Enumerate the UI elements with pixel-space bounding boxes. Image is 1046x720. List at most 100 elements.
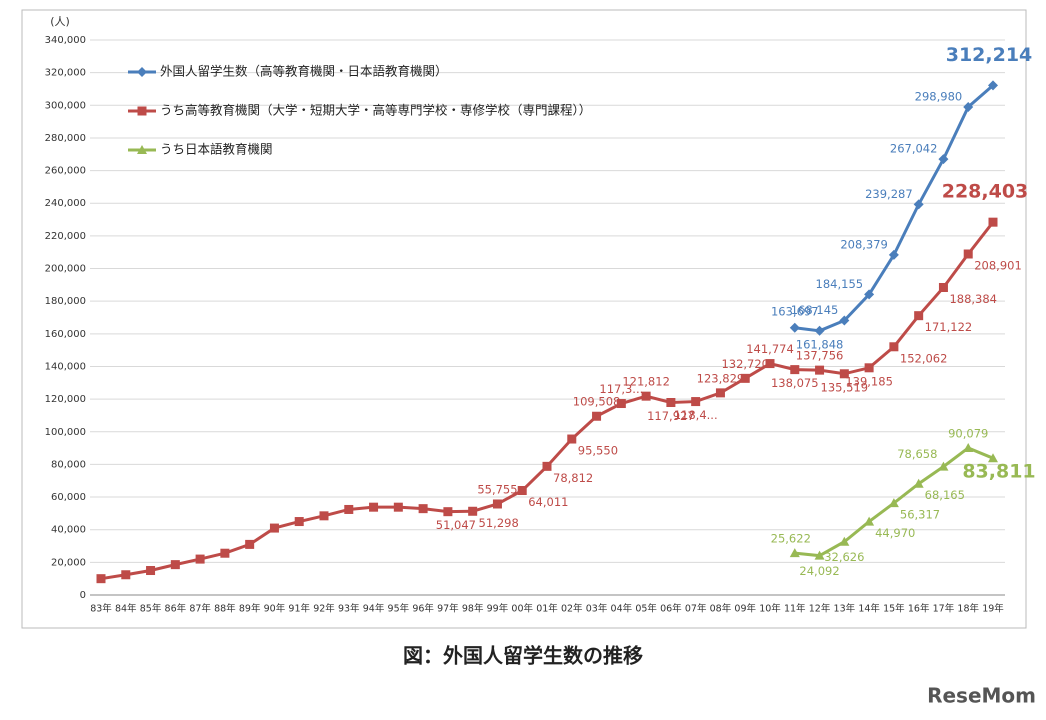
value-label: 90,079 [948,426,988,440]
x-tick-label: 83年 [90,603,112,615]
x-tick-label: 10年 [759,603,781,615]
x-tick-label: 18年 [957,603,979,615]
x-tick-label: 86年 [165,603,187,615]
marker [468,506,478,516]
value-label: 55,755 [477,482,517,496]
y-tick-label: 80,000 [51,459,86,470]
marker [592,411,602,421]
marker [220,548,230,558]
marker [542,461,552,471]
marker [864,289,875,300]
marker [146,566,156,576]
value-label: 188,384 [949,292,997,306]
value-label: 51,047 [436,518,476,532]
legend-label: 外国人留学生数（高等教育機関・日本語教育機関） [160,64,448,79]
x-tick-label: 17年 [933,603,955,615]
marker [839,315,850,326]
x-tick-label: 85年 [140,603,162,615]
marker [814,325,825,336]
x-tick-label: 97年 [437,603,459,615]
value-label: 56,317 [900,508,940,522]
value-label: 152,062 [900,351,948,365]
marker [269,523,279,533]
x-tick-label: 09年 [734,603,756,615]
value-label: 109,508 [573,395,621,409]
x-tick-label: 90年 [264,603,286,615]
value-label: 208,379 [840,237,888,251]
y-tick-label: 240,000 [45,198,86,209]
y-tick-label: 40,000 [51,525,86,536]
legend-label: うち高等教育機関（大学・短期大学・高等専門学校・専修学校（専門課程）） [160,103,591,118]
y-tick-label: 260,000 [45,166,86,177]
x-tick-label: 02年 [561,603,583,615]
y-tick-label: 20,000 [51,557,86,568]
value-label: 312,214 [946,44,1033,66]
value-label: 78,812 [553,471,593,485]
value-label: 135,519 [821,380,869,394]
x-tick-label: 05年 [635,603,657,615]
value-label: 137,756 [796,349,844,363]
marker [195,554,205,564]
marker [839,536,850,546]
marker [393,502,403,512]
x-tick-label: 01年 [536,603,558,615]
marker [889,342,899,352]
y-tick-label: 100,000 [45,427,86,438]
marker [740,373,750,383]
x-tick-label: 99年 [487,603,509,615]
marker [913,478,924,488]
x-tick-label: 95年 [388,603,410,615]
x-tick-label: 96年 [412,603,434,615]
marker [666,398,676,408]
legend-label: うち日本語教育機関 [160,142,273,157]
value-label: 83,811 [962,461,1035,483]
marker [294,517,304,527]
marker [914,311,924,321]
value-label: 208,901 [974,258,1022,272]
y-tick-label: 60,000 [51,492,86,503]
value-label: 32,626 [824,550,864,564]
value-label: 239,287 [865,187,913,201]
marker [245,539,255,549]
value-label: 132,720 [721,357,769,371]
marker [814,550,825,560]
x-tick-label: 11年 [784,603,806,615]
marker [938,154,949,165]
x-tick-label: 16年 [908,603,930,615]
x-tick-label: 06年 [660,603,682,615]
marker [789,322,800,333]
marker [864,516,875,526]
marker [319,511,329,521]
y-tick-label: 220,000 [45,231,86,242]
marker [938,282,948,292]
value-label: 171,122 [925,320,973,334]
x-tick-label: 19年 [982,603,1004,615]
value-label: 121,812 [622,375,670,389]
x-tick-label: 13年 [834,603,856,615]
x-tick-label: 88年 [214,603,236,615]
watermark: ReseMom [927,684,1036,708]
y-tick-label: 320,000 [45,68,86,79]
legend-marker [137,67,147,77]
marker [815,365,825,375]
marker [96,574,106,584]
x-tick-label: 84年 [115,603,137,615]
value-label: 184,155 [816,277,864,291]
value-label: 161,848 [796,337,844,351]
marker [492,499,502,509]
x-tick-label: 93年 [338,603,360,615]
marker [963,249,973,259]
marker [864,363,874,373]
marker [888,498,899,508]
value-label: 95,550 [578,444,618,458]
x-tick-label: 12年 [809,603,831,615]
value-label: 123,829 [697,371,745,385]
x-tick-label: 14年 [858,603,880,615]
x-tick-label: 00年 [511,603,533,615]
y-tick-label: 0 [80,590,86,601]
x-tick-label: 98年 [462,603,484,615]
value-label: 228,403 [942,181,1029,203]
y-tick-label: 160,000 [45,329,86,340]
value-label: 118,4... [674,408,718,422]
